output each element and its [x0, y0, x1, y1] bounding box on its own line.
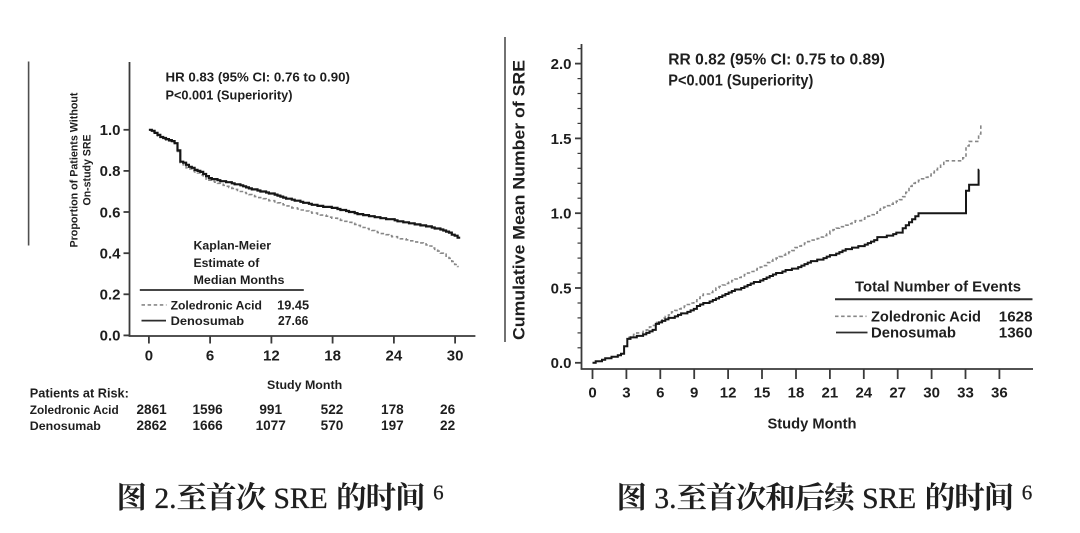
svg-text:Zoledronic Acid: Zoledronic Acid: [30, 403, 119, 417]
svg-text:Denosumab: Denosumab: [171, 314, 245, 328]
svg-text:1.0: 1.0: [551, 206, 572, 223]
svg-text:3.: 3.: [654, 483, 676, 515]
svg-text:570: 570: [321, 418, 344, 433]
svg-text:30: 30: [923, 385, 940, 402]
svg-text:1360: 1360: [999, 326, 1033, 342]
svg-text:22: 22: [440, 418, 456, 433]
svg-text:2.0: 2.0: [551, 56, 572, 73]
svg-text:30: 30: [447, 348, 464, 365]
svg-text:Denosumab: Denosumab: [30, 419, 101, 433]
svg-text:178: 178: [381, 402, 404, 417]
svg-text:12: 12: [720, 385, 737, 402]
svg-text:Zoledronic Acid: Zoledronic Acid: [871, 309, 981, 325]
svg-text:0.5: 0.5: [551, 280, 572, 297]
svg-text:0.6: 0.6: [100, 204, 121, 221]
svg-text:1.5: 1.5: [551, 131, 572, 148]
svg-text:0.2: 0.2: [100, 287, 121, 304]
svg-text:197: 197: [381, 418, 404, 433]
svg-text:0.8: 0.8: [100, 163, 121, 180]
svg-text:Total Number of Events: Total Number of Events: [855, 279, 1021, 295]
svg-text:6: 6: [1022, 481, 1032, 505]
svg-text:3: 3: [622, 385, 630, 402]
svg-text:HR 0.83 (95% CI: 0.76 to 0.90): HR 0.83 (95% CI: 0.76 to 0.90): [166, 70, 350, 85]
svg-text:2.: 2.: [154, 483, 176, 515]
svg-text:18: 18: [788, 385, 805, 402]
svg-text:2861: 2861: [136, 402, 167, 417]
svg-text:Patients at Risk:: Patients at Risk:: [30, 387, 129, 401]
svg-text:Denosumab: Denosumab: [871, 326, 956, 342]
svg-text:0: 0: [145, 348, 153, 365]
svg-text:RR 0.82 (95% CI: 0.75 to 0.89): RR 0.82 (95% CI: 0.75 to 0.89): [668, 51, 885, 68]
svg-text:0.4: 0.4: [100, 246, 122, 263]
svg-text:Proportion of Patients Without: Proportion of Patients Without: [69, 92, 81, 247]
svg-text:21: 21: [822, 385, 839, 402]
svg-text:27.66: 27.66: [278, 314, 308, 328]
svg-text:1596: 1596: [192, 402, 223, 417]
svg-text:1666: 1666: [192, 418, 223, 433]
svg-text:Zoledronic Acid: Zoledronic Acid: [171, 298, 262, 312]
svg-text:27: 27: [889, 385, 906, 402]
svg-text:Cumulative Mean Number of SRE: Cumulative Mean Number of SRE: [510, 60, 529, 340]
svg-text:33: 33: [957, 385, 974, 402]
svg-text:Median Months: Median Months: [194, 273, 285, 287]
svg-text:991: 991: [259, 402, 282, 417]
svg-text:SRE: SRE: [862, 483, 916, 515]
svg-text:36: 36: [991, 385, 1008, 402]
svg-text:26: 26: [440, 402, 456, 417]
svg-text:0.0: 0.0: [100, 328, 121, 345]
svg-text:P<0.001 (Superiority): P<0.001 (Superiority): [668, 73, 813, 90]
svg-text:2862: 2862: [136, 418, 167, 433]
svg-text:1628: 1628: [999, 309, 1033, 325]
svg-text:522: 522: [321, 402, 344, 417]
svg-text:18: 18: [324, 348, 341, 365]
svg-text:0.0: 0.0: [551, 355, 572, 372]
svg-text:0: 0: [588, 385, 596, 402]
svg-text:Study Month: Study Month: [767, 417, 856, 433]
svg-text:6: 6: [206, 348, 214, 365]
svg-text:6: 6: [433, 481, 444, 505]
svg-text:Kaplan-Meier: Kaplan-Meier: [194, 239, 272, 253]
svg-text:24: 24: [855, 385, 872, 402]
svg-text:24: 24: [386, 348, 403, 365]
svg-text:1077: 1077: [256, 418, 286, 433]
svg-text:15: 15: [754, 385, 771, 402]
svg-text:Estimate of: Estimate of: [194, 256, 261, 270]
svg-text:P<0.001 (Superiority): P<0.001 (Superiority): [166, 88, 293, 103]
svg-text:Study Month: Study Month: [267, 378, 342, 392]
svg-text:1.0: 1.0: [100, 122, 121, 139]
svg-text:On-study SRE: On-study SRE: [82, 135, 94, 206]
svg-text:6: 6: [656, 385, 664, 402]
svg-text:19.45: 19.45: [277, 298, 309, 312]
svg-text:9: 9: [690, 385, 698, 402]
svg-text:12: 12: [263, 348, 280, 365]
svg-text:SRE: SRE: [274, 483, 328, 515]
